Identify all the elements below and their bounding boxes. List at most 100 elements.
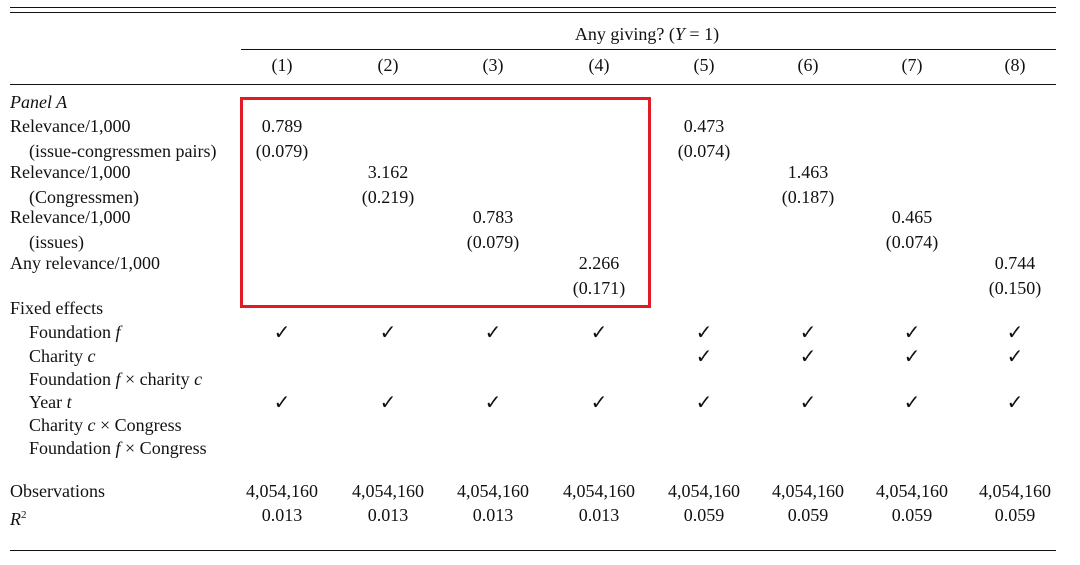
checkmark-icon: ✓ bbox=[903, 392, 921, 414]
checkmark-icon: ✓ bbox=[695, 392, 713, 414]
coefficient: 0.789 bbox=[261, 116, 303, 136]
column-header: (5) bbox=[693, 55, 715, 75]
fixed-effect-label-part: f bbox=[115, 369, 121, 389]
checkmark-icon: ✓ bbox=[903, 322, 921, 344]
row-label: Any relevance/1,000 bbox=[10, 253, 160, 273]
fixed-effect-label-part: × Congress bbox=[95, 415, 182, 435]
observations-value: 4,054,160 bbox=[352, 481, 424, 501]
fixed-effect-label: Charity c × Congress bbox=[29, 414, 182, 436]
observations-label: Observations bbox=[10, 481, 105, 501]
fixed-effect-label-part: f bbox=[115, 438, 121, 458]
checkmark-icon: ✓ bbox=[799, 346, 817, 368]
fixed-effect-label: Foundation f × Congress bbox=[29, 437, 207, 459]
coefficient: 0.473 bbox=[683, 116, 725, 136]
observations-value: 4,054,160 bbox=[876, 481, 948, 501]
header-cmidrule bbox=[241, 49, 1056, 50]
checkmark-icon: ✓ bbox=[484, 322, 502, 344]
fixed-effect-label: Charity c bbox=[29, 345, 96, 367]
coefficient: 0.465 bbox=[891, 207, 933, 227]
checkmark-icon: ✓ bbox=[590, 392, 608, 414]
fixed-effect-label-part: c bbox=[194, 369, 203, 389]
checkmark-icon: ✓ bbox=[379, 392, 397, 414]
row-sublabel: (issues) bbox=[29, 232, 84, 252]
coefficient: 0.783 bbox=[472, 207, 514, 227]
standard-error: (0.079) bbox=[466, 232, 520, 252]
fixed-effect-label-part: × Congress bbox=[120, 438, 207, 458]
standard-error: (0.219) bbox=[361, 187, 415, 207]
checkmark-icon: ✓ bbox=[799, 392, 817, 414]
fixed-effect-label: Year t bbox=[29, 391, 72, 413]
r-squared-value: 0.013 bbox=[261, 505, 303, 525]
coefficient: 3.162 bbox=[367, 162, 409, 182]
r-squared-value: 0.013 bbox=[472, 505, 514, 525]
checkmark-icon: ✓ bbox=[590, 322, 608, 344]
row-label: Relevance/1,000 bbox=[10, 207, 131, 227]
fixed-effect-label-part: Year bbox=[29, 392, 67, 412]
fixed-effect-label-part: c bbox=[87, 346, 96, 366]
fixed-effect-label-part: c bbox=[87, 415, 96, 435]
fixed-effect-label-part: Foundation bbox=[29, 369, 116, 389]
fixed-effect-label-part: Foundation bbox=[29, 322, 116, 342]
r-squared-value: 0.059 bbox=[994, 505, 1036, 525]
r-squared-value: 0.059 bbox=[787, 505, 829, 525]
standard-error: (0.074) bbox=[885, 232, 939, 252]
checkmark-icon: ✓ bbox=[484, 392, 502, 414]
column-header: (3) bbox=[482, 55, 504, 75]
column-header: (7) bbox=[901, 55, 923, 75]
r-squared-value: 0.013 bbox=[578, 505, 620, 525]
top-rule-2 bbox=[10, 12, 1056, 13]
fixed-effect-label-part: Foundation bbox=[29, 438, 116, 458]
observations-value: 4,054,160 bbox=[668, 481, 740, 501]
header-bottom-rule bbox=[10, 84, 1056, 85]
checkmark-icon: ✓ bbox=[273, 392, 291, 414]
observations-value: 4,054,160 bbox=[246, 481, 318, 501]
row-label: Relevance/1,000 bbox=[10, 162, 131, 182]
observations-value: 4,054,160 bbox=[772, 481, 844, 501]
coefficient: 0.744 bbox=[994, 253, 1036, 273]
checkmark-icon: ✓ bbox=[799, 322, 817, 344]
column-header: (4) bbox=[588, 55, 610, 75]
panel-label: Panel A bbox=[10, 92, 68, 112]
fixed-effect-label: Foundation f × charity c bbox=[29, 368, 202, 390]
dependent-variable-header: Any giving? (Y = 1) bbox=[574, 24, 720, 44]
fixed-effect-label-part: Charity bbox=[29, 415, 88, 435]
fixed-effect-label-part: Charity bbox=[29, 346, 88, 366]
standard-error: (0.171) bbox=[572, 278, 626, 298]
checkmark-icon: ✓ bbox=[1006, 322, 1024, 344]
r-squared-value: 0.059 bbox=[891, 505, 933, 525]
row-sublabel: (Congressmen) bbox=[29, 187, 139, 207]
r-squared-value: 0.059 bbox=[683, 505, 725, 525]
checkmark-icon: ✓ bbox=[695, 346, 713, 368]
r-squared-value: 0.013 bbox=[367, 505, 409, 525]
checkmark-icon: ✓ bbox=[1006, 392, 1024, 414]
checkmark-icon: ✓ bbox=[1006, 346, 1024, 368]
column-header: (6) bbox=[797, 55, 819, 75]
fixed-effect-label-part: t bbox=[66, 392, 72, 412]
observations-value: 4,054,160 bbox=[979, 481, 1051, 501]
column-header: (2) bbox=[377, 55, 399, 75]
observations-value: 4,054,160 bbox=[457, 481, 529, 501]
checkmark-icon: ✓ bbox=[695, 322, 713, 344]
column-header: (1) bbox=[271, 55, 293, 75]
standard-error: (0.079) bbox=[255, 141, 309, 161]
checkmark-icon: ✓ bbox=[903, 346, 921, 368]
standard-error: (0.150) bbox=[988, 278, 1042, 298]
checkmark-icon: ✓ bbox=[379, 322, 397, 344]
row-label: Relevance/1,000 bbox=[10, 116, 131, 136]
standard-error: (0.074) bbox=[677, 141, 731, 161]
fixed-effect-label: Foundation f bbox=[29, 321, 121, 343]
fixed-effects-title: Fixed effects bbox=[10, 298, 104, 318]
coefficient: 2.266 bbox=[578, 253, 620, 273]
r-squared-label: R2 bbox=[10, 509, 27, 529]
row-sublabel: (issue-congressmen pairs) bbox=[29, 141, 217, 161]
fixed-effect-label-part: × charity bbox=[120, 369, 195, 389]
bottom-rule bbox=[10, 550, 1056, 551]
highlight-box bbox=[240, 97, 651, 308]
checkmark-icon: ✓ bbox=[273, 322, 291, 344]
standard-error: (0.187) bbox=[781, 187, 835, 207]
column-header: (8) bbox=[1004, 55, 1026, 75]
coefficient: 1.463 bbox=[787, 162, 829, 182]
top-rule-1 bbox=[10, 7, 1056, 8]
observations-value: 4,054,160 bbox=[563, 481, 635, 501]
fixed-effect-label-part: f bbox=[115, 322, 121, 342]
